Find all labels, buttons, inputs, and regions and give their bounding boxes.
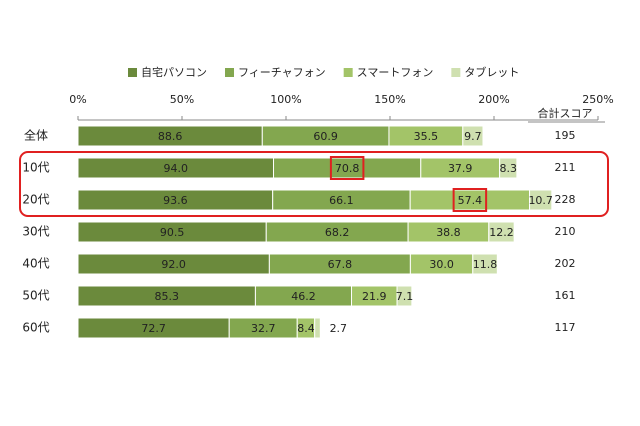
value-label: 30.0 bbox=[429, 258, 454, 271]
value-label: 21.9 bbox=[362, 290, 387, 303]
value-label: 94.0 bbox=[164, 162, 189, 175]
value-label: 57.4 bbox=[458, 194, 483, 207]
legend-swatch bbox=[343, 68, 353, 77]
value-label: 9.7 bbox=[464, 130, 482, 143]
legend-swatch bbox=[225, 68, 234, 77]
category-label: 10代 bbox=[22, 161, 49, 175]
value-label: 7.1 bbox=[396, 290, 414, 303]
highlight-point bbox=[329, 156, 365, 180]
value-label: 93.6 bbox=[163, 194, 188, 207]
legend-swatch bbox=[451, 68, 461, 77]
bar-segment bbox=[529, 189, 553, 211]
legend-label: 自宅パソコン bbox=[141, 65, 207, 79]
value-label: 92.0 bbox=[161, 258, 186, 271]
total-label: 195 bbox=[555, 129, 576, 142]
value-label: 32.7 bbox=[251, 322, 276, 335]
total-label: 210 bbox=[555, 225, 576, 238]
category-label: 全体 bbox=[24, 128, 48, 143]
category-label: 30代 bbox=[22, 225, 49, 239]
value-label: 70.8 bbox=[335, 162, 360, 175]
x-tick-label: 250% bbox=[582, 93, 613, 106]
legend-label: スマートフォン bbox=[357, 66, 434, 79]
legend-label: タブレット bbox=[464, 65, 519, 79]
value-label: 2.7 bbox=[330, 322, 348, 335]
category-label: 50代 bbox=[22, 289, 49, 303]
value-label: 66.1 bbox=[329, 194, 354, 207]
bar-segment bbox=[472, 253, 498, 275]
value-label: 72.7 bbox=[141, 322, 166, 335]
bar-segment bbox=[314, 317, 321, 339]
total-label: 228 bbox=[555, 193, 576, 206]
highlight-rows bbox=[19, 151, 609, 217]
bar-segment bbox=[488, 221, 515, 243]
category-label: 20代 bbox=[22, 193, 49, 207]
x-tick-label: 150% bbox=[374, 93, 405, 106]
x-tick-label: 0% bbox=[69, 93, 86, 106]
total-header: 合計スコア bbox=[538, 106, 593, 120]
value-label: 68.2 bbox=[325, 226, 350, 239]
bar-segment bbox=[499, 157, 518, 179]
value-label: 12.2 bbox=[489, 226, 514, 239]
value-label: 10.7 bbox=[528, 194, 553, 207]
x-tick-label: 200% bbox=[478, 93, 509, 106]
value-label: 37.9 bbox=[448, 162, 473, 175]
value-label: 60.9 bbox=[313, 130, 338, 143]
value-label: 11.8 bbox=[473, 258, 498, 271]
value-label: 46.2 bbox=[291, 290, 316, 303]
value-label: 90.5 bbox=[160, 226, 185, 239]
total-label: 117 bbox=[555, 321, 576, 334]
value-label: 8.4 bbox=[297, 322, 315, 335]
category-label: 40代 bbox=[22, 257, 49, 271]
total-label: 211 bbox=[555, 161, 576, 174]
legend-swatch bbox=[128, 68, 137, 77]
value-label: 88.6 bbox=[158, 130, 183, 143]
bar-segment bbox=[396, 285, 413, 307]
value-label: 38.8 bbox=[436, 226, 461, 239]
category-label: 60代 bbox=[22, 321, 49, 335]
x-tick-label: 50% bbox=[170, 93, 194, 106]
value-label: 67.8 bbox=[328, 258, 353, 271]
value-label: 35.5 bbox=[414, 130, 439, 143]
highlight-point bbox=[452, 188, 488, 212]
x-tick-label: 100% bbox=[270, 93, 301, 106]
legend-label: フィーチャフォン bbox=[238, 66, 326, 79]
total-label: 202 bbox=[555, 257, 576, 270]
bar-segment bbox=[462, 125, 484, 147]
value-label: 8.3 bbox=[499, 162, 517, 175]
total-label: 161 bbox=[555, 289, 576, 302]
value-label: 85.3 bbox=[154, 290, 179, 303]
